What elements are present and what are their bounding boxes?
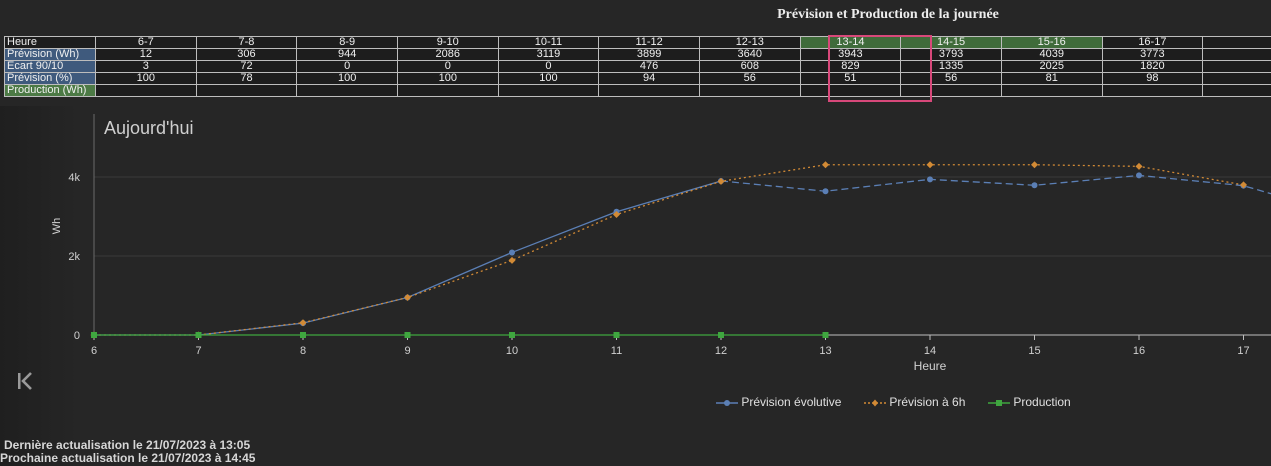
x-tick-label: 15 [1028,345,1040,357]
row-production: Production (Wh) [4,84,1271,97]
x-tick-label: 9 [404,345,410,357]
legend-label: Prévision à 6h [889,395,966,409]
data-point[interactable] [1031,161,1038,169]
forecast-table: Heure 6-7 7-8 8-9 9-10 10-11 11-12 12-13 13-14 14… [4,36,1271,97]
collapse-left-glyph [18,372,32,390]
data-point[interactable] [613,332,620,338]
x-tick-label: 16 [1133,345,1145,357]
x-tick-label: 7 [195,345,201,357]
legend-item-prevision-evolutive[interactable]: Prévision évolutive [716,395,841,409]
data-point[interactable] [822,188,829,195]
data-point[interactable] [1136,172,1142,179]
data-point[interactable] [718,332,724,338]
x-tick-label: 10 [506,345,518,357]
data-point[interactable] [508,256,516,264]
data-point[interactable] [404,293,411,301]
data-point[interactable] [299,319,307,327]
row-prevision: Prévision (Wh) 12 306 944 2086 3119 3899 3640 39… [4,48,1271,61]
last-update-text: Dernière actualisation le 21/07/2023 à 1… [4,438,251,452]
x-tick-label: 17 [1237,345,1249,357]
chart-panel [0,106,1271,466]
data-point[interactable] [1240,181,1247,189]
legend-item-prevision-6h[interactable]: Prévision à 6h [864,395,965,409]
table-cell: 13-14 [799,36,902,49]
data-point[interactable] [822,332,829,338]
y-tick-label: 4k [68,172,80,184]
data-point[interactable] [195,332,202,338]
data-point[interactable] [404,332,411,338]
series-line [94,164,1244,336]
legend-label: Prévision évolutive [741,395,842,409]
x-tick-label: 11 [611,345,622,357]
x-tick-label: 6 [91,345,97,357]
data-point[interactable] [509,332,515,338]
row-label: Production (Wh) [4,84,96,97]
chart-title: Aujourd'hui [104,118,194,138]
data-point[interactable] [91,332,97,338]
data-point[interactable] [926,161,934,169]
row-label: Prévision (Wh) [4,48,96,61]
data-point[interactable] [927,176,933,183]
data-point[interactable] [717,177,725,185]
table-cell: 15-16 [1000,36,1103,49]
series-line [94,180,722,336]
data-point[interactable] [1031,182,1038,189]
y-axis-label: Wh [51,218,63,235]
data-point[interactable] [509,249,515,256]
legend-label: Production [1013,395,1071,409]
x-tick-label: 12 [715,345,727,357]
y-tick-label: 2k [68,251,80,263]
data-point[interactable] [822,161,829,169]
series-0 [91,172,1271,338]
legend-item-production[interactable]: Production [988,395,1071,409]
table-cell [1202,84,1271,97]
x-tick-label: 13 [819,345,831,357]
data-point[interactable] [1135,162,1143,170]
series-2 [91,332,829,338]
collapse-left-icon[interactable] [16,371,40,395]
series-line-dashed [720,174,1271,195]
y-tick-label: 0 [74,330,80,342]
legend-line-green-icon [988,399,1010,406]
series-1 [90,161,1247,339]
x-axis-label: Heure [914,359,947,373]
x-tick-label: 14 [924,345,936,357]
legend-line-blue-icon [716,399,738,406]
next-update-text: Prochaine actualisation le 21/07/2023 à … [0,451,256,465]
data-point[interactable] [300,332,306,338]
page-title: Prévision et Production de la journée [777,7,999,22]
legend-line-orange-icon [864,399,886,407]
data-point[interactable] [613,211,620,219]
x-tick-label: 8 [300,345,306,357]
